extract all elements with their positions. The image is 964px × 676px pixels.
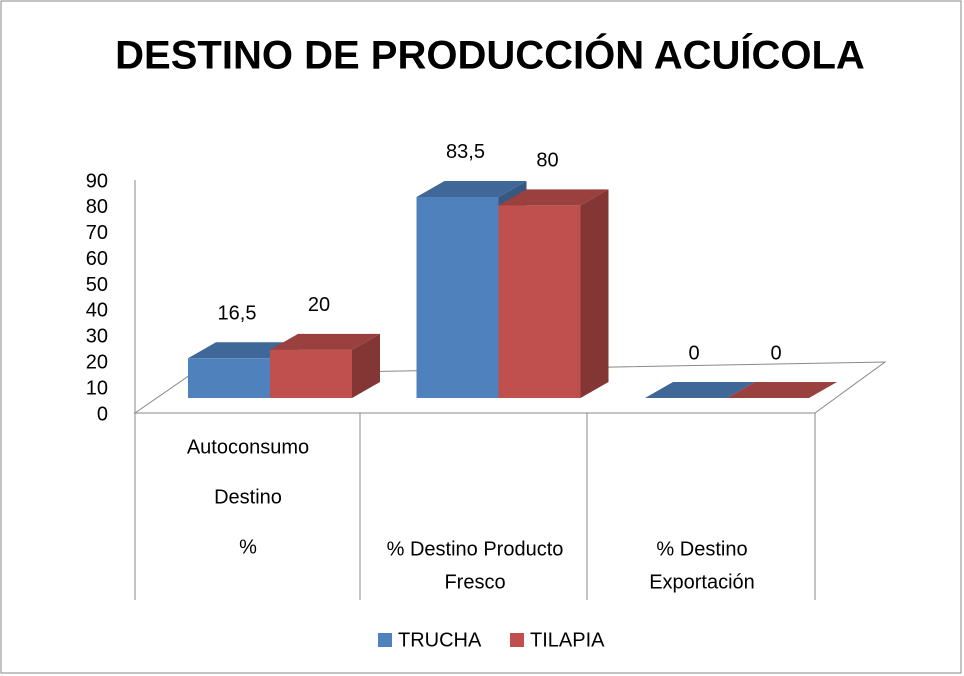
y-tick-label: 50 <box>86 274 108 296</box>
y-tick-label: 20 <box>86 352 108 374</box>
bar-top <box>498 189 609 206</box>
bar-top <box>727 382 837 398</box>
value-label: 0 <box>770 342 781 364</box>
x-tick-label: Exportación <box>649 571 755 593</box>
bar-top <box>416 180 527 197</box>
value-label: 0 <box>688 342 699 364</box>
y-tick-label: 30 <box>86 326 108 348</box>
x-tick-label: % <box>239 536 257 558</box>
value-label: 20 <box>308 294 330 316</box>
chart-title: DESTINO DE PRODUCCIÓN ACUÍCOLA <box>115 32 865 78</box>
bar <box>270 349 352 398</box>
y-tick-label: 60 <box>86 248 108 270</box>
value-label: 16,5 <box>218 303 257 325</box>
x-tick-label: Fresco <box>444 571 505 593</box>
bar <box>416 196 499 398</box>
legend-label: TRUCHA <box>398 629 482 651</box>
bar-side <box>580 189 609 398</box>
y-tick-label: 80 <box>86 196 108 218</box>
floor <box>133 361 887 414</box>
value-label: 80 <box>536 150 558 172</box>
x-tick-label: % Destino <box>656 538 747 560</box>
y-tick-label: 40 <box>86 300 108 322</box>
bar <box>188 358 270 398</box>
y-tick-label: 70 <box>86 222 108 244</box>
bar <box>498 205 581 398</box>
bar-top <box>270 333 380 350</box>
legend-swatch <box>510 633 524 647</box>
y-tick-label: 0 <box>97 403 108 425</box>
x-tick-label: Destino <box>214 486 282 508</box>
bar-top <box>645 382 755 398</box>
y-tick-label: 10 <box>86 377 108 399</box>
legend-swatch <box>378 633 392 647</box>
legend-label: TILAPIA <box>530 629 605 651</box>
x-tick-label: % Destino Producto <box>387 538 564 560</box>
bar-side <box>352 333 380 398</box>
x-tick-label: Autoconsumo <box>187 436 309 458</box>
value-label: 83,5 <box>446 141 485 163</box>
y-tick-label: 90 <box>86 170 108 192</box>
